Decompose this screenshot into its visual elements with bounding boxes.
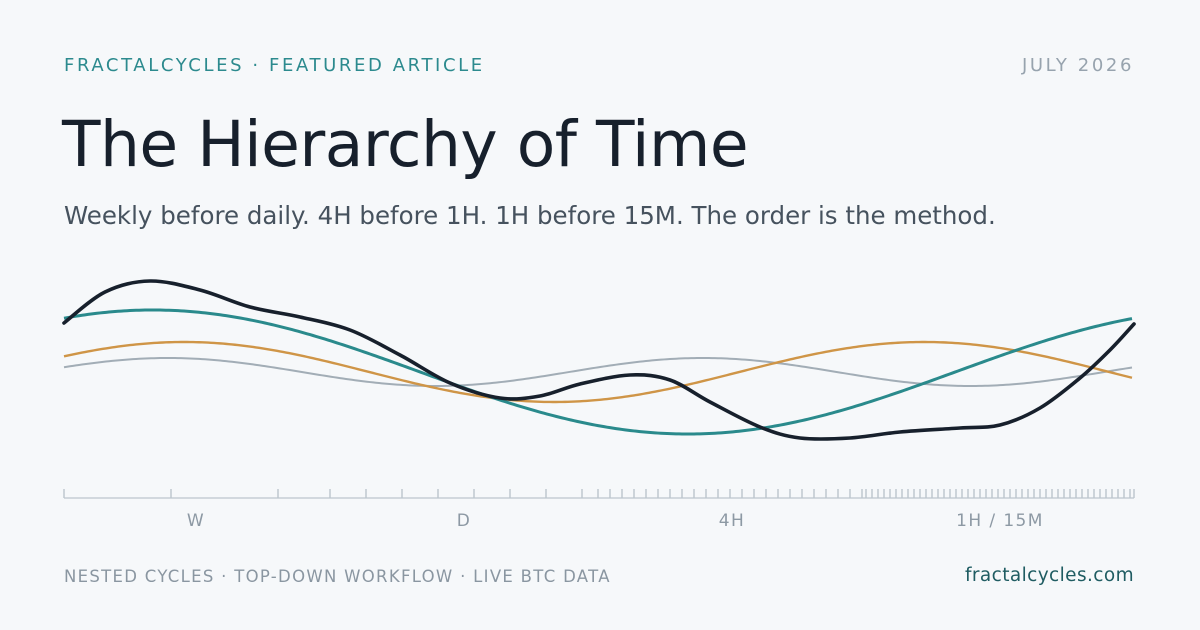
long-cycle-line <box>63 308 1133 436</box>
timeframe-label-4h: 4H <box>718 511 746 531</box>
timeframe-label-1h-15m: 1H / 15M <box>956 511 1044 531</box>
footer-tagline: NESTED CYCLES · TOP-DOWN WORKFLOW · LIVE… <box>64 567 611 586</box>
timeframe-label-daily: D <box>456 511 472 531</box>
medium-cycle-line <box>63 340 1133 404</box>
timeframe-axis <box>63 489 1135 499</box>
article-title: The Hierarchy of Time <box>62 108 749 181</box>
timeframe-label-weekly: W <box>186 511 206 531</box>
footer-url[interactable]: fractalcycles.com <box>964 565 1134 586</box>
price-line <box>62 279 1136 441</box>
article-subtitle: Weekly before daily. 4H before 1H. 1H be… <box>64 201 996 230</box>
brand-label: FRACTALCYCLES · FEATURED ARTICLE <box>64 55 485 76</box>
short-cycle-line <box>63 356 1133 388</box>
article-date: JULY 2026 <box>1021 55 1134 76</box>
